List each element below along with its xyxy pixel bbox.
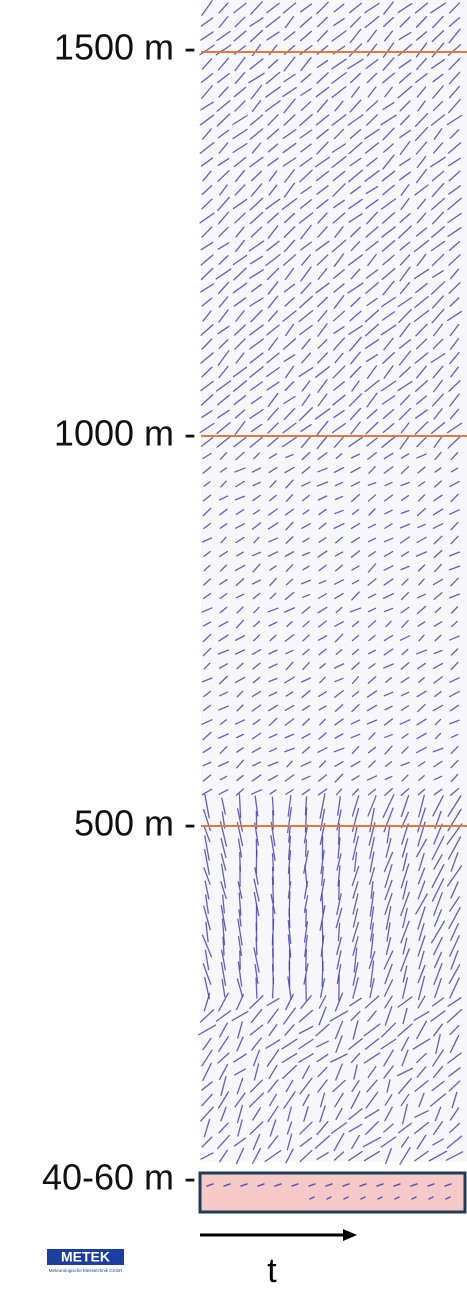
- height-label: 500 m -: [74, 803, 196, 844]
- wind-vector: [322, 894, 323, 914]
- height-label: 1000 m -: [54, 413, 196, 454]
- height-label: 1500 m -: [54, 27, 196, 68]
- time-arrow-head: [343, 1229, 357, 1241]
- wind-vector: [256, 978, 257, 998]
- wind-profile-figure: 1500 m - 1000 m - 500 m - 40-60 m - t ME…: [0, 0, 467, 1289]
- wind-vector: [306, 840, 307, 856]
- logo-subtitle: Meteorologische Messtechnik GmbH: [49, 1268, 123, 1273]
- surface-box: [200, 1173, 465, 1212]
- page: 1500 m - 1000 m - 500 m - 40-60 m - t ME…: [0, 0, 467, 1289]
- wind-vector: [322, 962, 323, 987]
- logo-name: METEK: [61, 1249, 110, 1265]
- wind-vector: [339, 880, 340, 899]
- height-label: 40-60 m -: [42, 1157, 196, 1198]
- time-label: t: [267, 1252, 277, 1289]
- wind-vector: [306, 949, 307, 970]
- wind-vector: [256, 937, 257, 954]
- wind-vector: [306, 976, 307, 1000]
